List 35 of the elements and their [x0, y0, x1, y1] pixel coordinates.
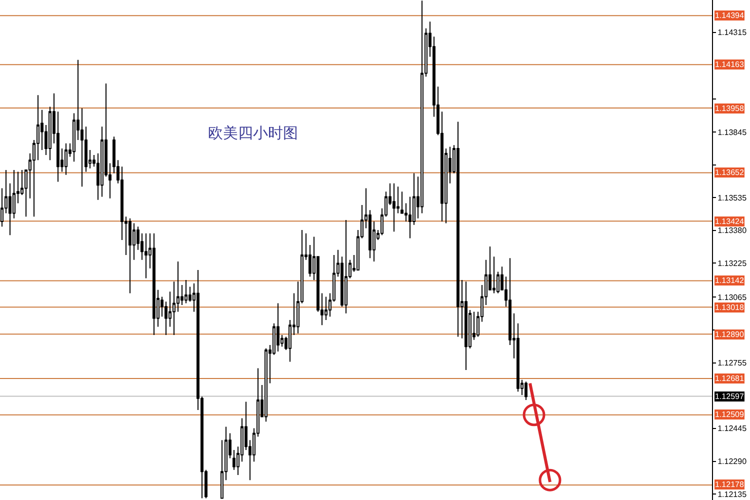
ref-line-label: 1.13142: [715, 276, 744, 285]
ref-line-label: 1.14163: [715, 60, 744, 69]
y-tick-label: 1.13535: [718, 193, 748, 202]
y-tick-label: 1.13845: [718, 128, 748, 137]
candlestick: [464, 281, 468, 370]
ref-line-label: 1.12890: [715, 330, 744, 339]
candlestick: [344, 220, 348, 314]
y-tick-label: 1.14315: [718, 28, 748, 38]
y-tick-label: 1.12755: [718, 358, 748, 368]
candlestick: [392, 182, 396, 232]
y-tick-label: 1.13225: [718, 259, 748, 268]
text: 欧美四小时图: [208, 125, 298, 142]
candlestick: [276, 302, 280, 352]
candlestick: [184, 279, 188, 304]
ref-line-label: 1.12509: [715, 410, 744, 419]
ref-line-label: 1.13958: [715, 104, 744, 113]
ref-line-label: 1.14394: [715, 11, 744, 20]
y-tick-label: 1.12290: [718, 457, 748, 466]
candlestick: [144, 232, 148, 279]
ref-line-label: 1.13424: [715, 217, 744, 226]
y-tick-label: 1.13065: [718, 292, 748, 302]
ref-line-label: 1.12178: [715, 480, 744, 489]
candlestick: [152, 232, 156, 336]
candlestick: [64, 142, 68, 176]
ref-line-label: 1.13652: [715, 168, 744, 177]
candlestick: [128, 218, 132, 294]
ref-line-label: 1.13018: [715, 303, 744, 312]
candlestick: [264, 348, 268, 422]
y-tick-label: 1.13380: [718, 226, 748, 236]
ref-line-label: 1.12681: [715, 374, 744, 383]
candlestick: [456, 121, 460, 338]
candlestick: [524, 381, 528, 401]
ref-line-label: 1.12597: [715, 392, 744, 401]
y-tick-label: 1.12135: [718, 490, 748, 499]
y-tick-label: 1.12445: [718, 424, 748, 434]
